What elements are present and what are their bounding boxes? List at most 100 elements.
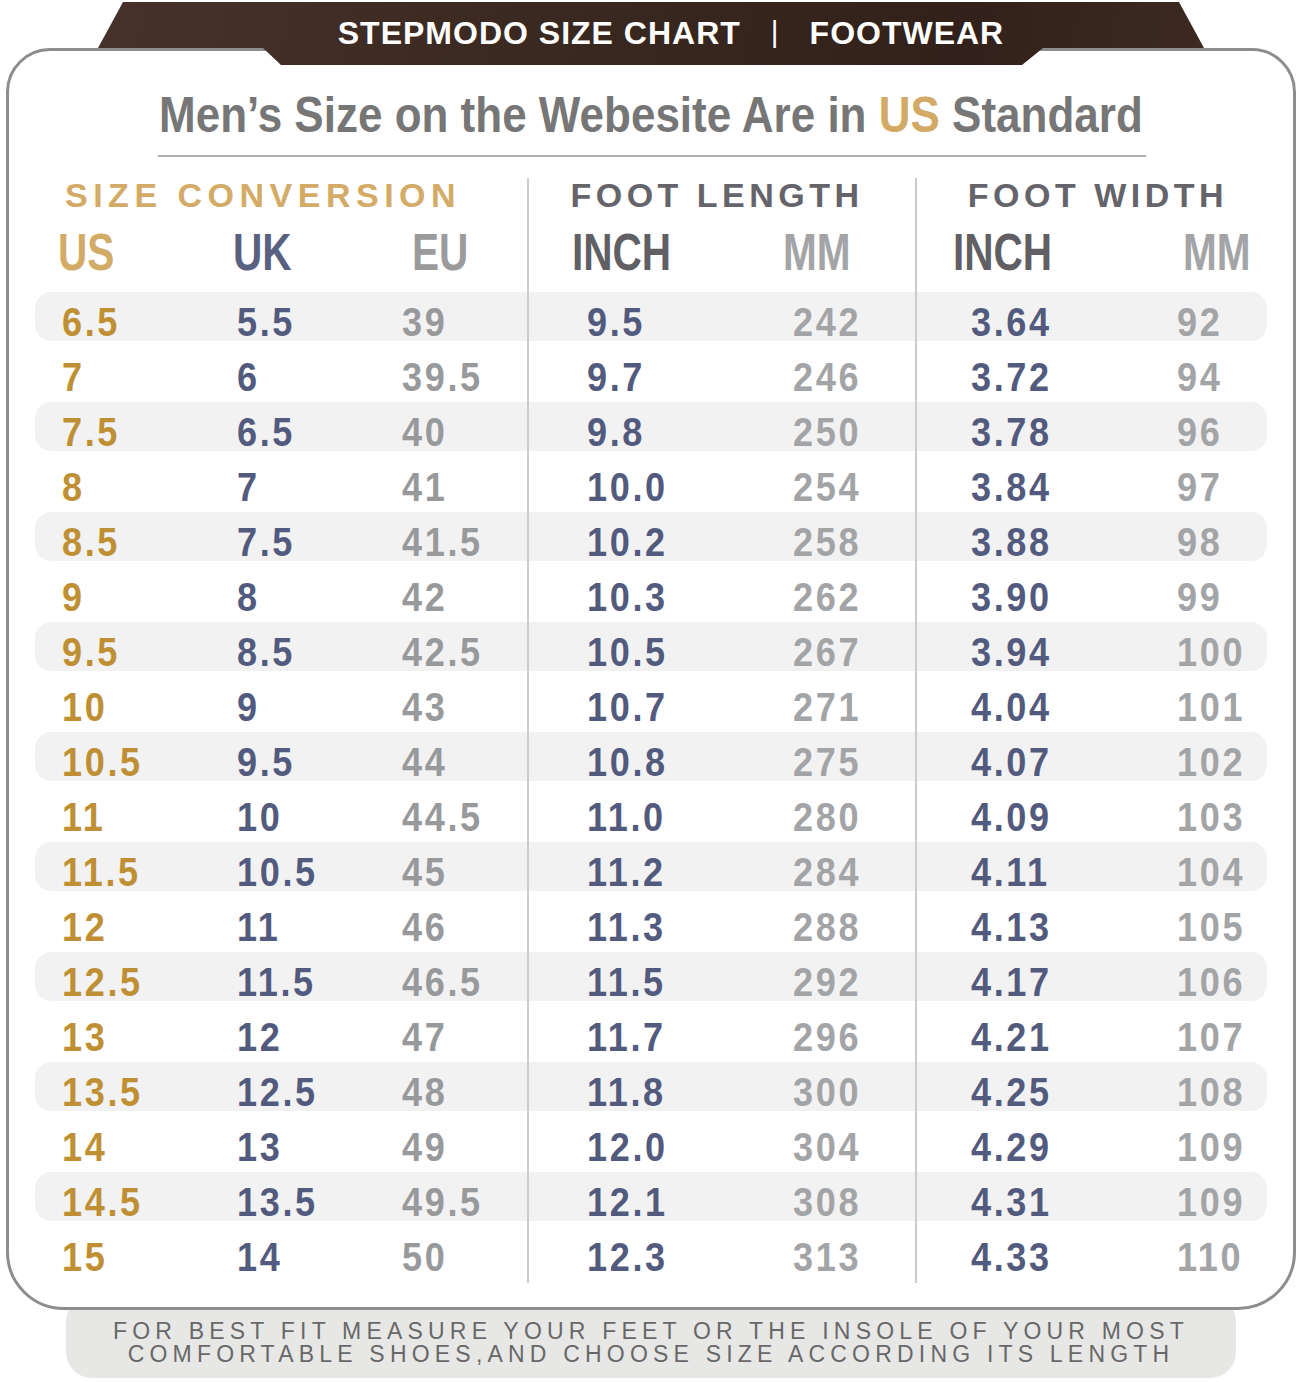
cell-length-mm: 267 <box>793 622 861 682</box>
cell-width-inch: 4.25 <box>971 1062 1052 1122</box>
cell-us: 8.5 <box>62 512 120 572</box>
cell-uk: 9 <box>237 677 260 737</box>
cell-width-inch: 4.04 <box>971 677 1052 737</box>
cell-length-inch: 10.5 <box>587 622 668 682</box>
cell-length-mm: 313 <box>793 1227 861 1287</box>
cell-width-mm: 99 <box>1177 567 1222 627</box>
cell-width-inch: 4.31 <box>971 1172 1052 1232</box>
cell-length-mm: 275 <box>793 732 861 792</box>
cell-uk: 13 <box>237 1117 282 1177</box>
cell-width-mm: 96 <box>1177 402 1222 462</box>
cell-width-inch: 4.29 <box>971 1117 1052 1177</box>
cell-length-inch: 9.8 <box>587 402 645 462</box>
size-chart-page: FOR BEST FIT MEASURE YOUR FEET OR THE IN… <box>0 0 1302 1382</box>
cell-us: 6.5 <box>62 292 120 352</box>
group-header-foot-width: FOOT WIDTH <box>915 178 1281 212</box>
page-title: Men’s Size on the Webesite Are in US Sta… <box>0 88 1302 142</box>
cell-length-inch: 10.0 <box>587 457 668 517</box>
cell-width-inch: 4.13 <box>971 897 1052 957</box>
cell-eu: 41.5 <box>402 512 483 572</box>
cell-length-inch: 9.7 <box>587 347 645 407</box>
cell-eu: 44.5 <box>402 787 483 847</box>
table-row: 15145012.33134.33110 <box>35 1227 1267 1276</box>
banner-separator: | <box>771 15 780 49</box>
title-accent: US <box>879 87 940 143</box>
cell-uk: 7 <box>237 457 260 517</box>
cell-width-inch: 4.21 <box>971 1007 1052 1067</box>
cell-us: 12 <box>62 897 107 957</box>
cell-eu: 40 <box>402 402 447 462</box>
cell-eu: 39.5 <box>402 347 483 407</box>
cell-width-mm: 107 <box>1177 1007 1245 1067</box>
cell-eu: 46.5 <box>402 952 483 1012</box>
column-header-uk: UK <box>233 228 308 276</box>
cell-length-mm: 254 <box>793 457 861 517</box>
cell-length-inch: 10.8 <box>587 732 668 792</box>
cell-length-mm: 262 <box>793 567 861 627</box>
cell-us: 14 <box>62 1117 107 1177</box>
cell-us: 12.5 <box>62 952 143 1012</box>
table-row: 111044.511.02804.09103 <box>35 787 1267 836</box>
cell-us: 7.5 <box>62 402 120 462</box>
table-row: 13.512.54811.83004.25108 <box>35 1062 1267 1111</box>
cell-length-mm: 284 <box>793 842 861 902</box>
cell-eu: 39 <box>402 292 447 352</box>
cell-width-mm: 109 <box>1177 1172 1245 1232</box>
cell-width-inch: 4.09 <box>971 787 1052 847</box>
table-row: 10.59.54410.82754.07102 <box>35 732 1267 781</box>
cell-us: 9.5 <box>62 622 120 682</box>
cell-us: 10 <box>62 677 107 737</box>
cell-us: 10.5 <box>62 732 143 792</box>
table-row: 7639.59.72463.7294 <box>35 347 1267 396</box>
column-header-width-inch: INCH <box>953 228 1080 276</box>
footer-note: FOR BEST FIT MEASURE YOUR FEET OR THE IN… <box>66 1320 1236 1366</box>
cell-eu: 41 <box>402 457 447 517</box>
cell-width-inch: 3.88 <box>971 512 1052 572</box>
column-header-length-mm: MM <box>783 228 870 276</box>
cell-length-inch: 9.5 <box>587 292 645 352</box>
cell-eu: 46 <box>402 897 447 957</box>
banner-title: STEPMODO SIZE CHART | FOOTWEAR <box>118 13 1224 54</box>
table-row: 12114611.32884.13105 <box>35 897 1267 946</box>
footer-note-line1: FOR BEST FIT MEASURE YOUR FEET OR THE IN… <box>66 1320 1236 1343</box>
title-prefix: Men’s Size on the Webesite Are in <box>159 87 879 143</box>
cell-length-inch: 11.0 <box>587 787 666 847</box>
cell-uk: 7.5 <box>237 512 295 572</box>
cell-length-mm: 288 <box>793 897 861 957</box>
cell-us: 11.5 <box>62 842 141 902</box>
title-divider <box>158 155 1146 157</box>
cell-width-mm: 100 <box>1177 622 1245 682</box>
cell-us: 7 <box>62 347 85 407</box>
cell-eu: 45 <box>402 842 447 902</box>
column-header-width-mm: MM <box>1183 228 1270 276</box>
cell-eu: 42.5 <box>402 622 483 682</box>
cell-length-mm: 280 <box>793 787 861 847</box>
cell-width-mm: 105 <box>1177 897 1245 957</box>
cell-width-inch: 4.33 <box>971 1227 1052 1287</box>
cell-length-inch: 11.2 <box>587 842 666 902</box>
cell-width-mm: 98 <box>1177 512 1222 572</box>
banner-title-right: FOOTWEAR <box>810 15 1005 52</box>
table-row: 8.57.541.510.22583.8898 <box>35 512 1267 561</box>
cell-length-inch: 12.1 <box>587 1172 668 1232</box>
cell-eu: 43 <box>402 677 447 737</box>
cell-uk: 6.5 <box>237 402 295 462</box>
cell-length-inch: 11.7 <box>587 1007 666 1067</box>
table-row: 1094310.72714.04101 <box>35 677 1267 726</box>
cell-width-mm: 101 <box>1177 677 1245 737</box>
cell-uk: 8 <box>237 567 260 627</box>
table-row: 12.511.546.511.52924.17106 <box>35 952 1267 1001</box>
cell-width-mm: 92 <box>1177 292 1222 352</box>
cell-length-inch: 10.7 <box>587 677 668 737</box>
cell-width-mm: 106 <box>1177 952 1245 1012</box>
cell-length-mm: 246 <box>793 347 861 407</box>
banner-title-left: STEPMODO SIZE CHART <box>338 15 741 52</box>
cell-length-mm: 271 <box>793 677 861 737</box>
cell-length-mm: 258 <box>793 512 861 572</box>
group-header-foot-length: FOOT LENGTH <box>527 178 907 212</box>
table-row: 11.510.54511.22844.11104 <box>35 842 1267 891</box>
table-row: 13124711.72964.21107 <box>35 1007 1267 1056</box>
cell-width-inch: 3.94 <box>971 622 1052 682</box>
cell-length-inch: 10.3 <box>587 567 668 627</box>
table-row: 874110.02543.8497 <box>35 457 1267 506</box>
